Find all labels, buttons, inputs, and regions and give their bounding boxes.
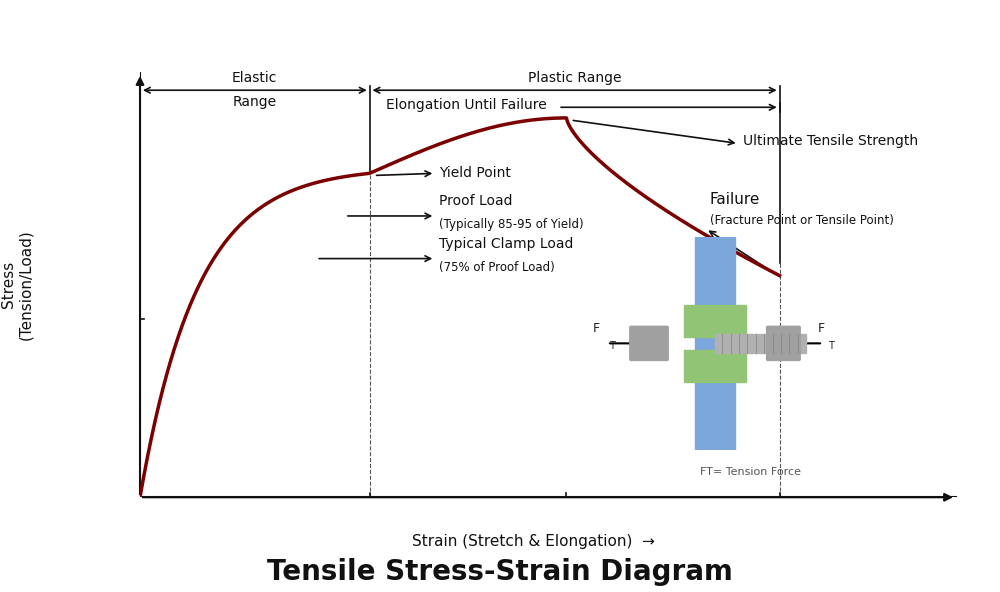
Text: Plastic Range: Plastic Range bbox=[528, 71, 621, 85]
Text: Proof Load: Proof Load bbox=[439, 194, 513, 208]
Text: Yield Point: Yield Point bbox=[439, 166, 511, 181]
Text: (Typically 85-95 of Yield): (Typically 85-95 of Yield) bbox=[439, 218, 584, 231]
Text: Range: Range bbox=[233, 95, 277, 110]
Text: Elastic: Elastic bbox=[232, 71, 277, 85]
Text: F: F bbox=[818, 322, 825, 335]
Text: Ultimate Tensile Strength: Ultimate Tensile Strength bbox=[743, 134, 918, 149]
Text: (Fracture Point or Tensile Point): (Fracture Point or Tensile Point) bbox=[710, 214, 894, 227]
Text: Elongation Until Failure: Elongation Until Failure bbox=[386, 98, 547, 112]
Text: F: F bbox=[593, 322, 600, 335]
Text: T: T bbox=[609, 341, 615, 351]
Text: Strain (Stretch & Elongation)  →: Strain (Stretch & Elongation) → bbox=[412, 533, 655, 549]
FancyBboxPatch shape bbox=[684, 305, 746, 337]
FancyBboxPatch shape bbox=[695, 237, 735, 450]
Text: Failure: Failure bbox=[710, 192, 760, 207]
FancyBboxPatch shape bbox=[767, 326, 800, 361]
FancyBboxPatch shape bbox=[630, 326, 668, 361]
FancyBboxPatch shape bbox=[715, 334, 806, 353]
FancyBboxPatch shape bbox=[684, 350, 746, 382]
Text: (75% of Proof Load): (75% of Proof Load) bbox=[439, 260, 555, 274]
Text: T: T bbox=[828, 341, 834, 351]
Text: Typical Clamp Load: Typical Clamp Load bbox=[439, 237, 574, 251]
Text: Stress
(Tension/Load): Stress (Tension/Load) bbox=[1, 229, 33, 340]
Text: FT= Tension Force: FT= Tension Force bbox=[700, 467, 802, 477]
Text: Tensile Stress-Strain Diagram: Tensile Stress-Strain Diagram bbox=[267, 558, 733, 586]
